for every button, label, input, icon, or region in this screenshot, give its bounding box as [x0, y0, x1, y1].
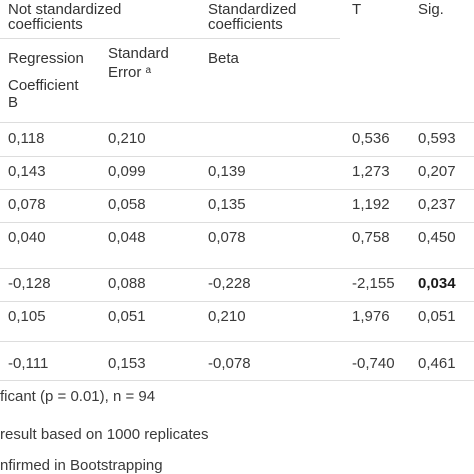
cell-beta: -0,228 — [208, 275, 251, 292]
subheader-beta: Beta — [208, 50, 239, 67]
subheader-regression-line2: Coefficient — [8, 77, 79, 94]
header-standardized-line1: Standardized — [208, 1, 297, 18]
cell-t: -2,155 — [352, 275, 395, 292]
cell-b: -0,128 — [8, 275, 51, 292]
cell-sig: 0,207 — [418, 163, 456, 180]
row-divider — [0, 222, 474, 223]
row-divider — [0, 189, 474, 190]
cell-t: -0,740 — [352, 355, 395, 372]
cell-b: 0,078 — [8, 196, 46, 213]
note-bootstrapping: nfirmed in Bootstrapping — [0, 457, 163, 474]
cell-se: 0,048 — [108, 229, 146, 246]
cell-b: -0,111 — [8, 355, 49, 372]
header-standardized-line2: coefficients — [208, 16, 283, 33]
subheader-standard-error: Standard Error a — [108, 44, 169, 82]
superscript-a: a — [145, 65, 152, 76]
cell-beta: 0,210 — [208, 308, 246, 325]
cell-sig: 0,237 — [418, 196, 456, 213]
cell-beta: 0,135 — [208, 196, 246, 213]
cell-b: 0,105 — [8, 308, 46, 325]
cell-sig: 0,450 — [418, 229, 456, 246]
subheader-regression-line1: Regression — [8, 50, 84, 67]
cell-se: 0,153 — [108, 355, 146, 372]
header-not-standardized: Not standardized coefficients — [8, 2, 121, 32]
table-top-rule — [0, 122, 474, 123]
row-divider — [0, 380, 474, 381]
cell-t: 0,758 — [352, 229, 390, 246]
header-not-standardized-line1: Not standardized — [8, 1, 122, 18]
cell-se: 0,051 — [108, 308, 146, 325]
table-header — [0, 0, 474, 122]
row-divider — [0, 156, 474, 157]
cell-se: 0,099 — [108, 163, 146, 180]
cell-sig: 0,051 — [418, 308, 456, 325]
header-t: T — [352, 1, 362, 18]
cell-b: 0,143 — [8, 163, 46, 180]
cell-se: 0,058 — [108, 196, 146, 213]
cell-beta: 0,139 — [208, 163, 246, 180]
cell-sig: 0,034 — [418, 275, 456, 292]
note-replicates: result based on 1000 replicates — [0, 426, 209, 443]
cell-se: 0,088 — [108, 275, 146, 292]
cell-beta: -0,078 — [208, 355, 251, 372]
cell-se: 0,210 — [108, 130, 146, 147]
cell-beta: 0,078 — [208, 229, 246, 246]
cell-t: 0,536 — [352, 130, 390, 147]
cell-sig: 0,461 — [418, 355, 456, 372]
header-divider — [0, 38, 340, 39]
subheader-stderr-line2: Error a — [108, 64, 152, 81]
header-not-standardized-line2: coefficients — [8, 16, 83, 33]
cell-t: 1,976 — [352, 308, 390, 325]
cell-t: 1,192 — [352, 196, 390, 213]
subheader-regression: Regression Coefficient B — [8, 44, 84, 111]
cell-b: 0,040 — [8, 229, 46, 246]
row-divider — [0, 268, 474, 269]
cell-sig: 0,593 — [418, 130, 456, 147]
subheader-stderr-line1: Standard — [108, 45, 169, 62]
note-significance: ficant (p = 0.01), n = 94 — [0, 388, 156, 405]
row-divider — [0, 301, 474, 302]
subheader-regression-line3: B — [8, 94, 19, 111]
header-sig: Sig. — [418, 1, 444, 18]
cell-t: 1,273 — [352, 163, 390, 180]
row-divider — [0, 341, 474, 342]
cell-b: 0,118 — [8, 130, 45, 147]
header-standardized: Standardized coefficients — [208, 2, 296, 32]
